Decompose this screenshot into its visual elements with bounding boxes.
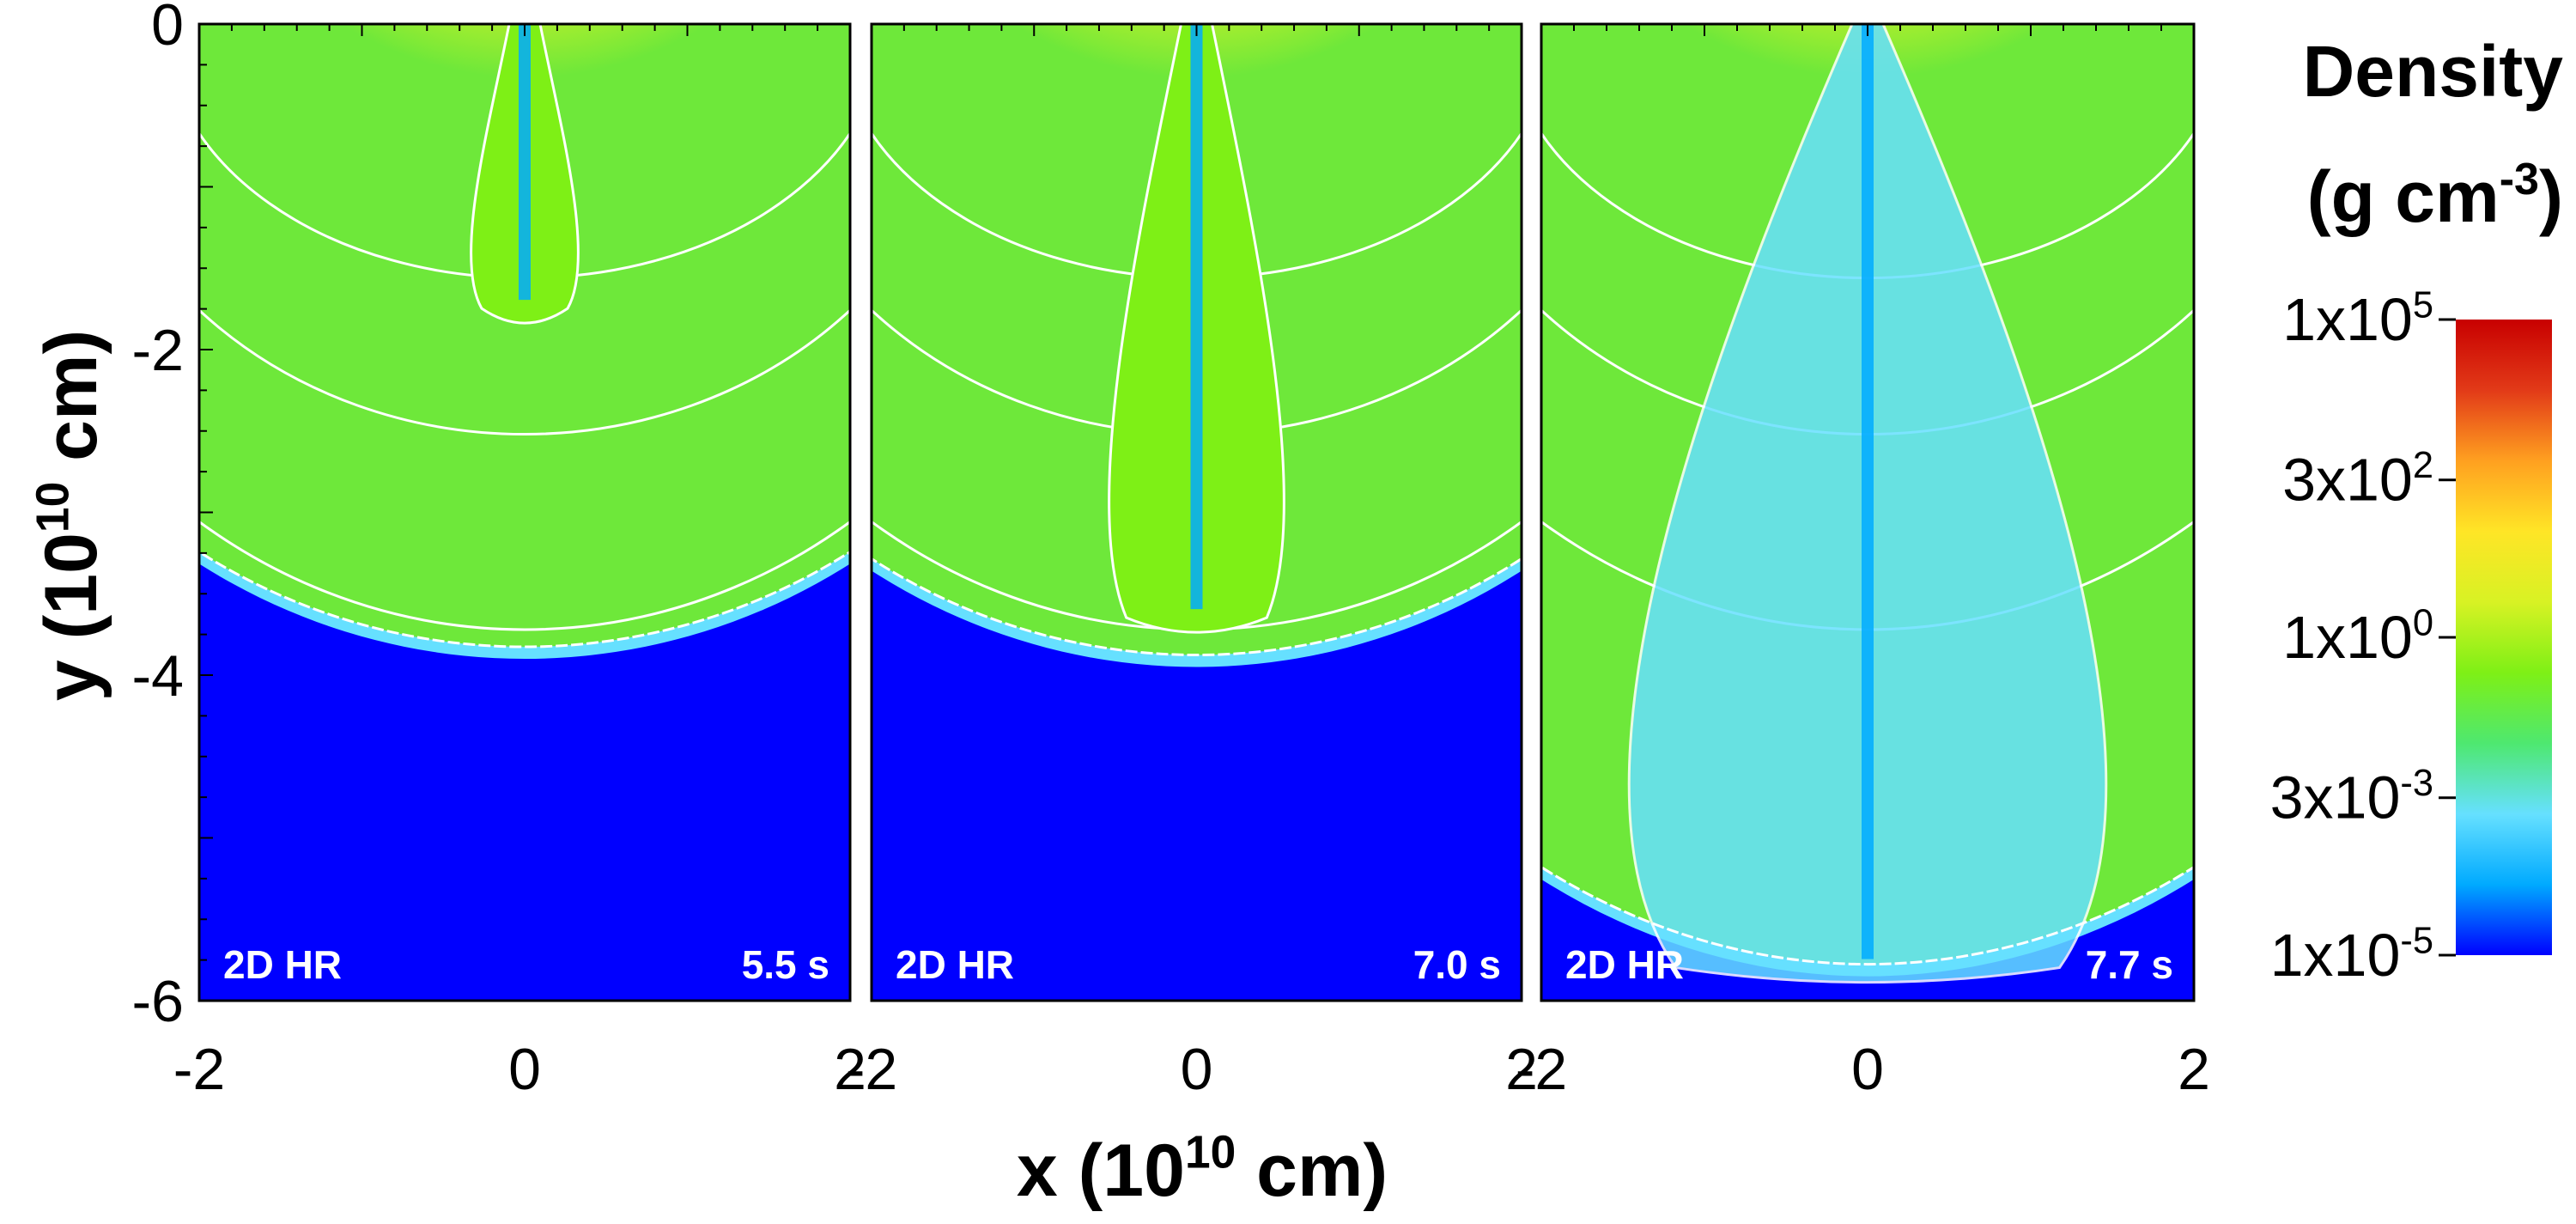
jet-spine — [1190, 24, 1203, 610]
density-contour — [199, 520, 850, 631]
x-tick-label: 0 — [1851, 1037, 1884, 1102]
panel-time: 7.7 s — [2086, 942, 2173, 987]
y-tick-label: -4 — [132, 643, 184, 709]
colorbar-unit: (g cm-3) — [2307, 155, 2563, 237]
y-axis-title: y (1010 cm) — [27, 330, 112, 701]
panel-label: 2D HR — [896, 942, 1014, 987]
x-tick-label: -2 — [846, 1037, 897, 1102]
shock-front — [1541, 865, 2194, 965]
y-tick-label: -2 — [132, 318, 184, 383]
jet-spine — [1862, 24, 1874, 959]
x-tick-label: 0 — [508, 1037, 541, 1102]
colorbar-tick-label: 3x10-3 — [2270, 763, 2433, 831]
density-contour — [199, 308, 850, 435]
y-tick-label: -6 — [132, 969, 184, 1034]
svg-text:y (1010 cm): y (1010 cm) — [27, 330, 112, 701]
panel-3: 2D HR 7.7 s — [1540, 22, 2196, 1002]
x-tick-label: -2 — [173, 1037, 225, 1102]
y-tick-label: 0 — [151, 0, 184, 58]
panel-2: 2D HR 7.0 s — [870, 22, 1523, 1002]
colorbar-tick-label: 1x105 — [2282, 284, 2433, 353]
panel-time: 5.5 s — [742, 942, 829, 987]
panel-1: 2D HR 5.5 s — [197, 22, 852, 1002]
x-tick-label: 0 — [1181, 1037, 1213, 1102]
colorbar-tick-label: 3x102 — [2282, 445, 2433, 514]
colorbar-title: Density — [2303, 31, 2564, 112]
jet-spine — [519, 24, 531, 301]
x-tick-label: 2 — [1505, 1037, 1538, 1102]
x-axis-title: x (1010 cm) — [1017, 1127, 1388, 1212]
colorbar-tick-label: 1x100 — [2282, 602, 2433, 671]
panel-time: 7.0 s — [1413, 942, 1501, 987]
colorbar — [2456, 320, 2552, 955]
shock-front — [872, 557, 1522, 656]
panel-label: 2D HR — [223, 942, 342, 987]
panel-label: 2D HR — [1565, 942, 1684, 987]
x-tick-label: -2 — [1516, 1037, 1567, 1102]
colorbar-tick-label: 1x10-5 — [2270, 920, 2433, 989]
x-tick-label: 2 — [834, 1037, 866, 1102]
x-tick-label: 2 — [2178, 1037, 2210, 1102]
